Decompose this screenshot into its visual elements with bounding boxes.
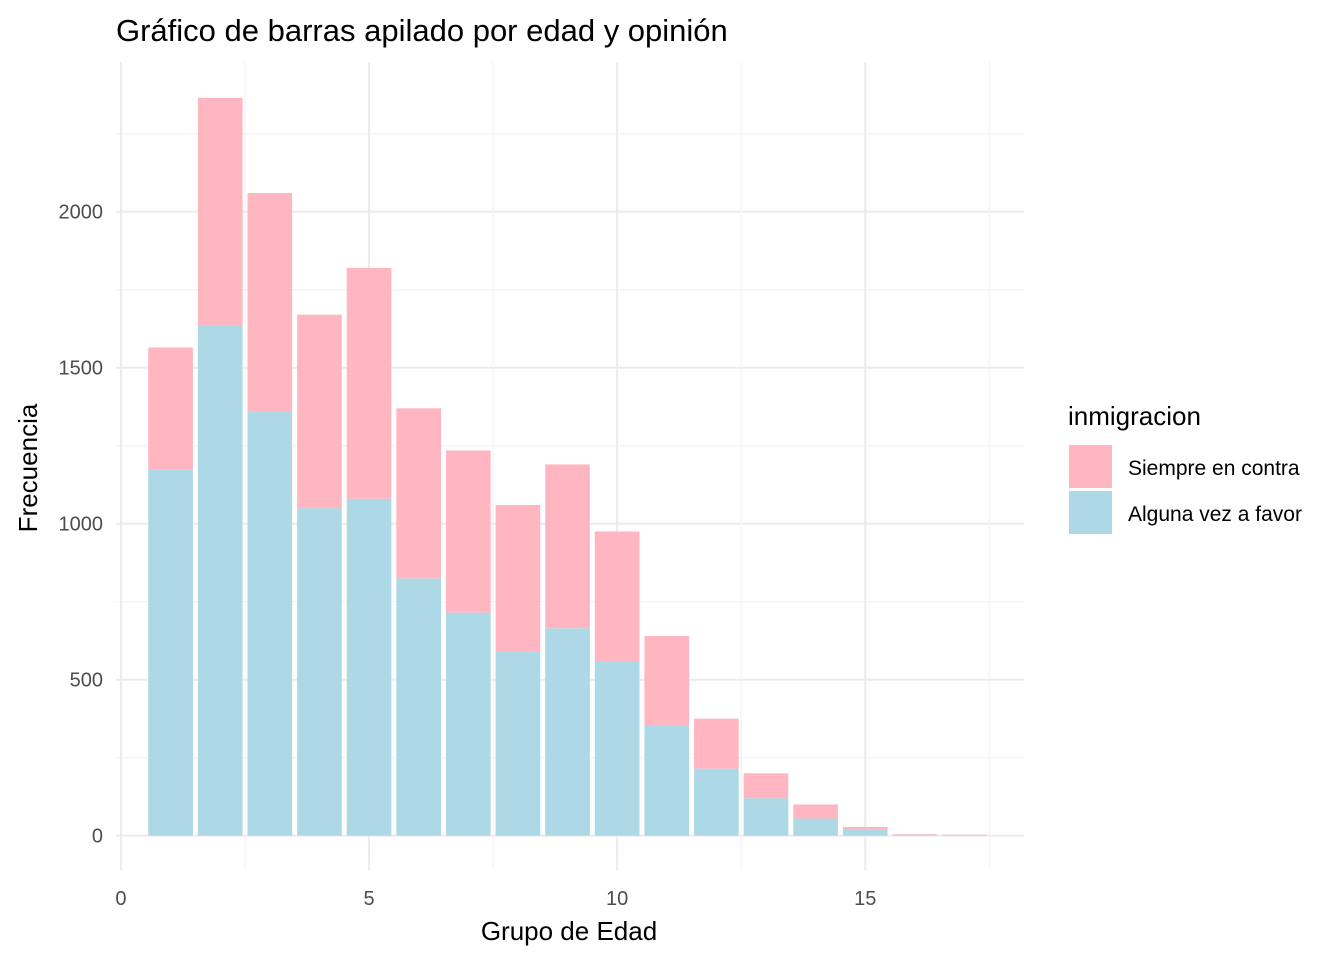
legend-label: Alguna vez a favor bbox=[1128, 503, 1302, 526]
bar-siempre-en-contra bbox=[396, 408, 441, 579]
bar-alguna-vez-a-favor bbox=[445, 612, 491, 836]
bar-alguna-vez-a-favor bbox=[743, 798, 789, 836]
y-tick-label: 0 bbox=[92, 826, 103, 848]
bar-siempre-en-contra bbox=[743, 773, 789, 799]
y-tick-label: 500 bbox=[70, 670, 103, 692]
x-tick-label: 10 bbox=[606, 888, 628, 910]
bar-siempre-en-contra bbox=[594, 531, 640, 661]
bar-siempre-en-contra bbox=[644, 636, 690, 725]
legend-key bbox=[1069, 445, 1112, 488]
chart-title: Gráfico de barras apilado por edad y opi… bbox=[116, 13, 728, 48]
legend-label: Siempre en contra bbox=[1128, 457, 1300, 480]
x-axis-title: Grupo de Edad bbox=[481, 916, 657, 946]
y-axis-title: Frecuencia bbox=[13, 403, 43, 532]
bar-siempre-en-contra bbox=[694, 718, 739, 769]
bar-alguna-vez-a-favor bbox=[892, 834, 938, 836]
y-tick-label: 1500 bbox=[59, 358, 104, 380]
bar-siempre-en-contra bbox=[842, 826, 888, 830]
bar-alguna-vez-a-favor bbox=[594, 660, 640, 836]
bar-alguna-vez-a-favor bbox=[793, 818, 838, 836]
legend: inmigracion Siempre en contra Alguna vez … bbox=[1068, 401, 1302, 534]
bar-alguna-vez-a-favor bbox=[842, 829, 888, 836]
bar-siempre-en-contra bbox=[445, 450, 491, 613]
y-tick-label: 1000 bbox=[59, 514, 104, 536]
bar-alguna-vez-a-favor bbox=[346, 498, 392, 836]
y-tick-label: 2000 bbox=[59, 202, 104, 224]
tick-labels: 0 500 1000 1500 2000 0 5 10 15 bbox=[59, 202, 877, 910]
x-tick-label: 5 bbox=[363, 888, 374, 910]
bar-alguna-vez-a-favor bbox=[942, 835, 987, 836]
bar-siempre-en-contra bbox=[197, 97, 243, 326]
bar-siempre-en-contra bbox=[495, 504, 541, 652]
bar-alguna-vez-a-favor bbox=[197, 325, 243, 836]
bar-siempre-en-contra bbox=[892, 834, 938, 835]
bar-alguna-vez-a-favor bbox=[694, 768, 739, 836]
bar-alguna-vez-a-favor bbox=[495, 651, 541, 836]
bar-alguna-vez-a-favor bbox=[644, 724, 690, 836]
bar-siempre-en-contra bbox=[297, 314, 342, 509]
bar-siempre-en-contra bbox=[545, 464, 590, 629]
bar-alguna-vez-a-favor bbox=[545, 628, 590, 836]
bar-siempre-en-contra bbox=[793, 804, 838, 819]
legend-title: inmigracion bbox=[1068, 401, 1201, 431]
bar-siempre-en-contra bbox=[148, 347, 193, 470]
bar-alguna-vez-a-favor bbox=[247, 411, 293, 836]
bar-siempre-en-contra bbox=[346, 267, 392, 499]
bar-alguna-vez-a-favor bbox=[396, 578, 441, 836]
bars bbox=[148, 97, 987, 836]
bar-alguna-vez-a-favor bbox=[297, 508, 342, 836]
bar-alguna-vez-a-favor bbox=[148, 469, 193, 836]
legend-key bbox=[1069, 491, 1112, 534]
x-tick-label: 0 bbox=[115, 888, 126, 910]
bar-siempre-en-contra bbox=[247, 193, 293, 412]
x-tick-label: 15 bbox=[854, 888, 876, 910]
